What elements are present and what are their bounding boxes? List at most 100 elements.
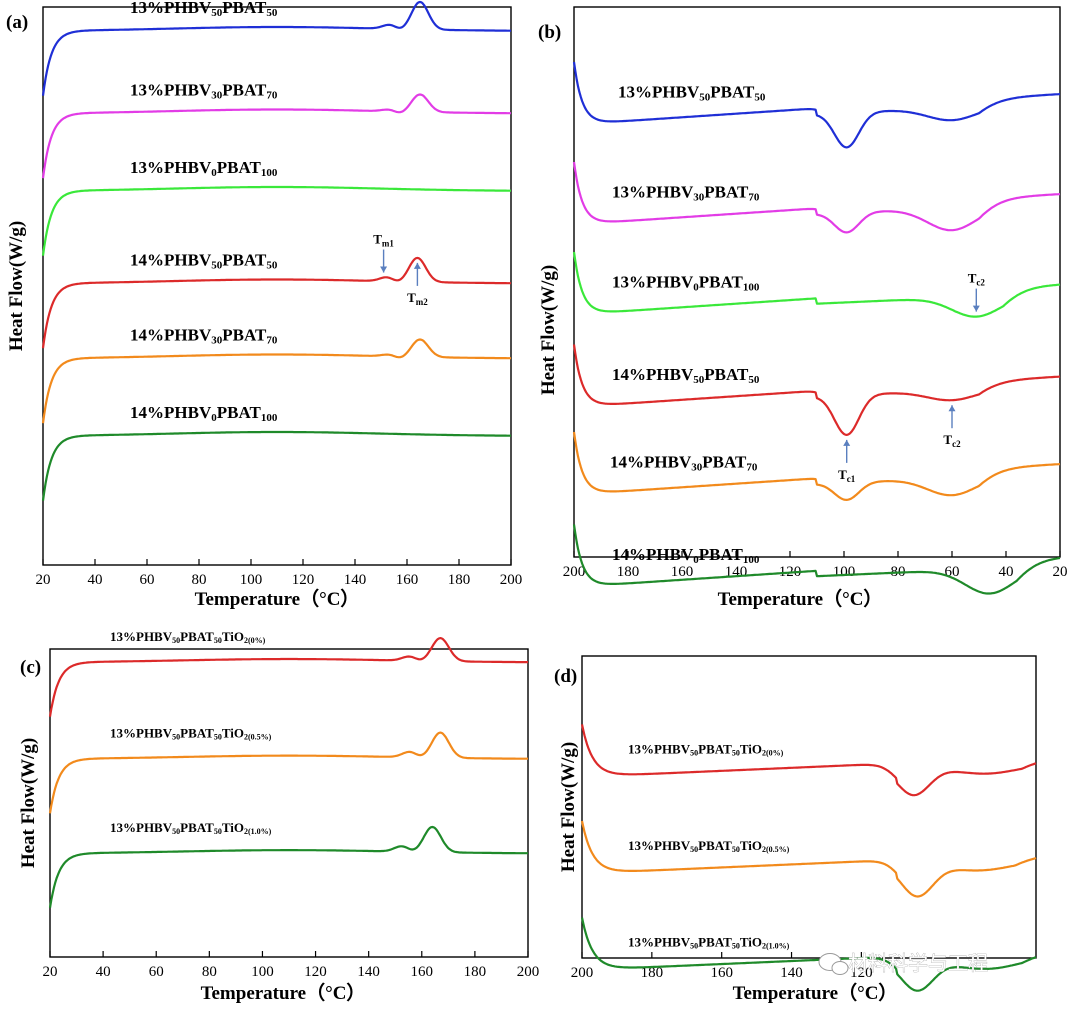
x-tick-label: 180 xyxy=(641,965,664,981)
y-axis-title-c: Heat Flow(W/g) xyxy=(18,738,39,868)
curve-label: 13%PHBV30PBAT70 xyxy=(612,183,760,204)
plot-frame-c xyxy=(49,648,529,958)
series-line xyxy=(580,820,1037,898)
curve-label: 13%PHBV50PBAT50TiO2(0.5%) xyxy=(628,838,790,854)
panel-label-b: (b) xyxy=(538,22,561,43)
annotation-arrowhead xyxy=(413,262,421,269)
curve-label: 13%PHBV50PBAT50TiO2(0.5%) xyxy=(110,726,272,742)
plot-frame-b xyxy=(573,6,1061,558)
x-tick-label: 80 xyxy=(192,572,207,588)
annotation-label: Tc2 xyxy=(968,271,986,288)
curve-label: 13%PHBV50PBAT50TiO2(0%) xyxy=(110,629,266,645)
curve-label: 14%PHBV0PBAT100 xyxy=(612,545,760,566)
x-tick-label: 200 xyxy=(563,564,586,580)
x-tick-label: 160 xyxy=(710,965,733,981)
series-line xyxy=(48,825,528,908)
series-line xyxy=(48,636,528,717)
x-tick-label: 180 xyxy=(617,564,640,580)
annotation-arrowhead xyxy=(380,266,388,273)
x-tick-label: 100 xyxy=(240,572,263,588)
curve-label: 14%PHBV30PBAT70 xyxy=(130,326,278,347)
panel-label-d: (d) xyxy=(554,666,577,687)
x-tick-label: 40 xyxy=(96,964,111,980)
x-tick-label: 160 xyxy=(671,564,694,580)
plot-frame-a xyxy=(42,6,512,566)
x-tick-label: 100 xyxy=(833,564,856,580)
x-tick-label: 120 xyxy=(292,572,315,588)
curve-label: 13%PHBV50PBAT50TiO2(1.0%) xyxy=(628,935,790,951)
x-tick-label: 60 xyxy=(149,964,164,980)
x-axis-title-c: Temperature（°C） xyxy=(201,981,366,1004)
x-ticks-b: 200 180 160 140 120 100 80 60 40 20 xyxy=(563,551,1068,580)
x-tick-label: 40 xyxy=(88,572,103,588)
x-tick-label: 140 xyxy=(344,572,367,588)
plot-frame-d xyxy=(581,655,1037,959)
curves-a xyxy=(41,0,511,501)
series-line xyxy=(572,344,1061,436)
series-line xyxy=(580,724,1037,797)
watermark: 材料科学与工程 xyxy=(818,951,988,975)
series-line xyxy=(572,251,1061,318)
curve-label: 13%PHBV50PBAT50TiO2(0%) xyxy=(628,741,784,757)
annotation-label: Tc2 xyxy=(943,432,961,449)
panel-b: (b) Heat Flow(W/g) Temperature（°C） 200 18… xyxy=(538,6,1068,610)
curve-labels-a: 13%PHBV50PBAT50 13%PHBV30PBAT70 13%PHBV0PB… xyxy=(130,0,278,424)
x-tick-label: 140 xyxy=(357,964,380,980)
x-tick-label: 140 xyxy=(780,965,803,981)
curve-label: 13%PHBV0PBAT100 xyxy=(612,273,760,294)
curve-label: 14%PHBV30PBAT70 xyxy=(610,453,758,474)
x-tick-label: 20 xyxy=(43,964,58,980)
series-line xyxy=(580,917,1037,992)
series-line xyxy=(41,185,511,256)
series-line xyxy=(572,524,1061,595)
series-line xyxy=(41,338,511,424)
curve-labels-b: 13%PHBV50PBAT50 13%PHBV30PBAT70 13%PHBV0PB… xyxy=(610,83,766,567)
panel-c: (c) Heat Flow(W/g) Temperature（°C） 20 40 6… xyxy=(18,629,539,1004)
curve-label: 13%PHBV30PBAT70 xyxy=(130,81,278,102)
series-line xyxy=(572,61,1061,149)
curve-labels-c: 13%PHBV50PBAT50TiO2(0%) 13%PHBV50PBAT50Ti… xyxy=(110,629,272,836)
x-tick-label: 160 xyxy=(396,572,419,588)
x-tick-label: 200 xyxy=(571,965,594,981)
annotations-a: Tm1 Tm2 xyxy=(373,232,428,307)
x-ticks-a: 20 40 60 80 100 120 140 160 180 200 xyxy=(36,559,522,588)
series-line xyxy=(41,93,511,179)
annotations-b: Tc2 Tc1 Tc2 xyxy=(838,271,985,484)
x-axis-title-d: Temperature（°C） xyxy=(733,981,898,1004)
annotation-arrowhead xyxy=(843,439,851,446)
panel-label-a: (a) xyxy=(6,12,28,33)
curve-label: 14%PHBV50PBAT50 xyxy=(130,251,278,272)
x-tick-label: 60 xyxy=(140,572,155,588)
x-tick-label: 20 xyxy=(36,572,51,588)
series-line xyxy=(41,0,511,96)
panel-d: (d) Heat Flow(W/g) Temperature（°C） 200 18… xyxy=(554,655,1037,1004)
series-line xyxy=(572,161,1061,234)
series-line xyxy=(41,430,511,501)
panel-label-c: (c) xyxy=(20,657,41,678)
watermark-text: 材料科学与工程 xyxy=(848,951,988,975)
wechat-icon xyxy=(818,953,849,975)
x-axis-title-b: Temperature（°C） xyxy=(718,587,883,610)
x-tick-label: 120 xyxy=(304,964,327,980)
annotation-label: Tm1 xyxy=(373,232,394,249)
x-axis-title-a: Temperature（°C） xyxy=(195,587,360,610)
curve-label: 14%PHBV0PBAT100 xyxy=(130,403,278,424)
x-tick-label: 80 xyxy=(202,964,217,980)
series-line xyxy=(41,256,511,349)
y-axis-title-b: Heat Flow(W/g) xyxy=(538,265,559,395)
curve-label: 13%PHBV0PBAT100 xyxy=(130,158,278,179)
x-tick-label: 100 xyxy=(251,964,274,980)
x-tick-label: 200 xyxy=(517,964,540,980)
series-line xyxy=(48,731,528,814)
x-tick-label: 160 xyxy=(411,964,434,980)
curve-label: 14%PHBV50PBAT50 xyxy=(612,365,760,386)
curve-label: 13%PHBV50PBAT50 xyxy=(130,0,278,19)
y-axis-title-a: Heat Flow(W/g) xyxy=(6,221,27,351)
curves-d xyxy=(580,724,1037,992)
annotation-arrowhead xyxy=(972,305,980,312)
x-tick-label: 180 xyxy=(448,572,471,588)
x-tick-label: 120 xyxy=(850,965,873,981)
x-tick-label: 20 xyxy=(1053,564,1068,580)
curves-b xyxy=(572,61,1061,595)
panel-a: (a) Heat Flow(W/g) Temperature（°C） 20 40 6… xyxy=(6,0,522,610)
